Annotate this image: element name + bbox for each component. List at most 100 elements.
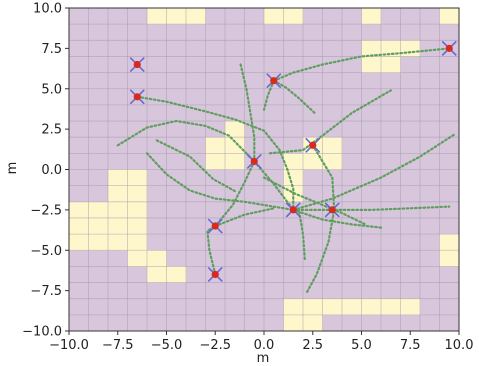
x-tick-label: 7.5 <box>400 338 421 353</box>
y-tick-label: −7.5 <box>30 284 62 299</box>
occupied-cell <box>342 298 362 316</box>
occupied-cell <box>400 40 421 57</box>
occupied-cell <box>127 250 148 267</box>
occupied-cell <box>166 266 187 283</box>
y-tick-label: 0.0 <box>41 163 62 178</box>
trajectory-path <box>239 63 256 163</box>
landmark-dot <box>270 77 278 85</box>
occupied-cell <box>88 201 109 219</box>
y-tick-label: 2.5 <box>41 123 62 138</box>
x-tick-label: 5.0 <box>351 338 372 353</box>
occupied-cell <box>186 8 206 25</box>
occupied-cell <box>108 201 128 219</box>
trajectory-path <box>272 47 451 82</box>
landmark-marker <box>441 40 457 56</box>
occupied-cell <box>205 137 226 154</box>
occupied-cell <box>166 8 187 25</box>
occupied-cell <box>108 169 128 186</box>
trajectory-path <box>214 207 275 228</box>
occupied-cell <box>127 217 148 235</box>
landmark-dot <box>250 157 258 166</box>
landmark-marker <box>266 73 282 89</box>
trajectory-path <box>155 139 238 194</box>
landmark-marker <box>207 218 223 234</box>
occupied-cell <box>361 8 382 25</box>
trajectory-path <box>272 79 316 115</box>
occupied-cell <box>147 250 167 267</box>
x-tick-label: −2.5 <box>199 338 231 353</box>
occupied-cell <box>205 153 226 170</box>
occupied-cell <box>361 298 382 316</box>
occupied-cell <box>439 234 460 251</box>
occupied-cell <box>88 217 109 235</box>
occupied-cell <box>88 234 109 251</box>
occupied-cell <box>108 234 128 251</box>
landmark-dot <box>309 141 317 149</box>
x-tick-label: 0.0 <box>254 338 275 353</box>
occupied-cell <box>108 185 128 203</box>
occupied-cell <box>322 298 343 316</box>
trajectory-path <box>292 132 457 211</box>
occupied-cell <box>381 56 401 73</box>
x-tick-label: 2.5 <box>302 338 323 353</box>
occupied-cell <box>303 314 323 332</box>
trajectory-path <box>206 224 217 276</box>
occupied-cell <box>303 298 323 316</box>
trajectory-path <box>268 89 392 155</box>
occupied-cell <box>361 56 382 73</box>
trajectory-path <box>136 95 295 211</box>
occupied-cell <box>225 137 245 154</box>
occupied-cell <box>69 234 89 251</box>
trajectory-path <box>292 208 383 229</box>
occupied-cell <box>225 153 245 170</box>
occupied-cell <box>127 234 148 251</box>
landmark-marker <box>324 202 340 218</box>
landmark-dot <box>211 222 219 230</box>
landmark-marker <box>129 89 145 105</box>
trajectory-path <box>298 210 306 261</box>
trajectory-path <box>214 160 256 228</box>
landmark-dot <box>328 206 336 214</box>
occupied-cell <box>283 314 304 332</box>
occupied-cell <box>127 185 148 203</box>
occupied-cell <box>69 201 89 219</box>
y-axis-label: m <box>5 162 20 175</box>
landmark-dot <box>445 44 453 52</box>
occupied-cell <box>303 153 323 170</box>
landmark-marker <box>285 202 301 218</box>
x-tick-label: −10.0 <box>49 338 89 353</box>
occupied-cell <box>69 217 89 235</box>
occupied-cell <box>147 8 167 25</box>
occupied-cell <box>127 169 148 186</box>
trajectory-path <box>305 144 336 294</box>
landmark-marker <box>129 56 145 73</box>
occupied-cell <box>400 298 421 316</box>
occupied-cell <box>322 137 343 154</box>
y-tick-label: −2.5 <box>30 203 62 218</box>
occupied-cell <box>381 298 401 316</box>
x-tick-label: −5.0 <box>151 338 183 353</box>
occupied-cell <box>322 153 343 170</box>
x-axis-label: m <box>257 351 270 366</box>
y-tick-label: 7.5 <box>41 42 62 57</box>
occupied-cell <box>108 217 128 235</box>
landmark-dot <box>133 60 141 69</box>
occupied-cell <box>439 8 460 25</box>
occupied-cell <box>283 298 304 316</box>
occupied-cell <box>283 153 304 170</box>
landmark-dot <box>211 270 219 279</box>
occupied-cell <box>127 201 148 219</box>
occupied-cell <box>283 169 304 186</box>
landmark-marker <box>246 153 262 169</box>
occupied-cell <box>225 121 245 138</box>
y-tick-label: −5.0 <box>30 244 62 259</box>
occupied-cell <box>147 266 167 283</box>
y-tick-label: 5.0 <box>41 82 62 97</box>
occupied-cell <box>264 8 284 25</box>
trajectory-path <box>262 79 275 111</box>
occupied-cell <box>439 250 460 267</box>
trajectory-path <box>145 152 295 211</box>
y-tick-label: 10.0 <box>33 2 62 17</box>
landmark-dot <box>133 93 141 101</box>
